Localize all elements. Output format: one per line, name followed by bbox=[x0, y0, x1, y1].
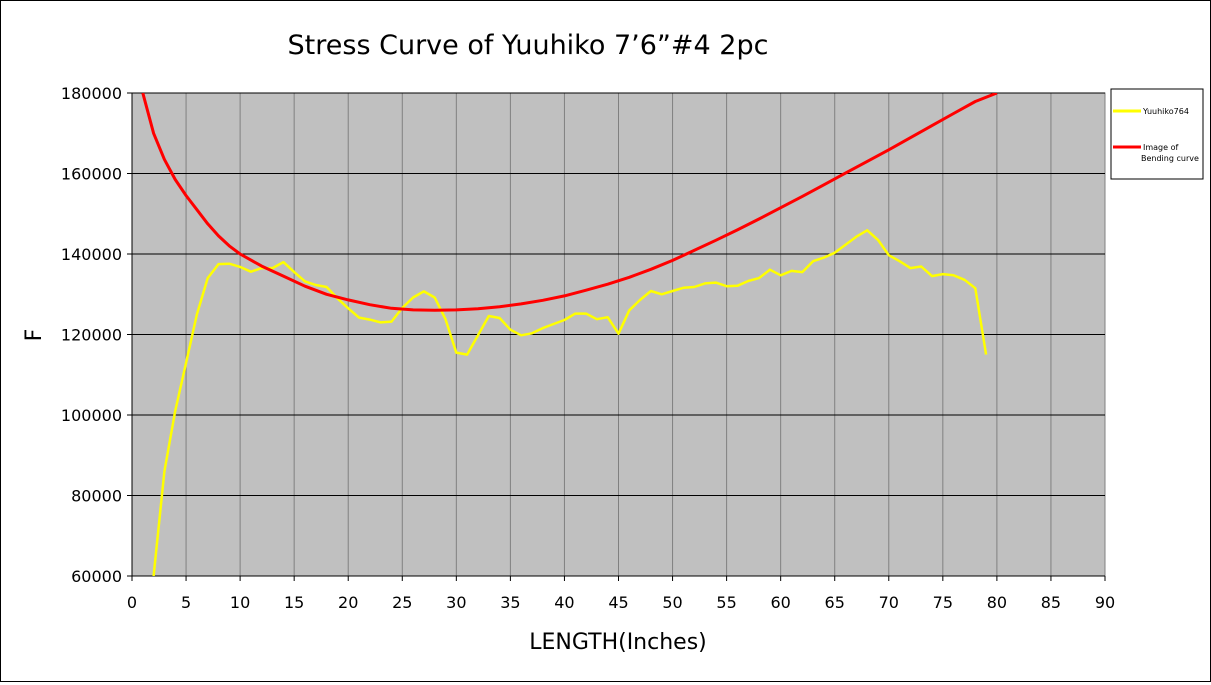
x-tick-label: 55 bbox=[716, 593, 736, 612]
x-tick-label: 40 bbox=[554, 593, 574, 612]
x-tick-label: 50 bbox=[662, 593, 682, 612]
x-axis: 0 5 10 15 20 25 30 35 40 45 50 55 60 65 70 75 80 85 90 bbox=[127, 576, 1115, 612]
x-tick-label: 25 bbox=[392, 593, 412, 612]
x-tick-label: 10 bbox=[230, 593, 250, 612]
x-tick-label: 45 bbox=[608, 593, 628, 612]
x-tick-label: 90 bbox=[1095, 593, 1115, 612]
x-tick-label: 35 bbox=[500, 593, 520, 612]
x-tick-label: 65 bbox=[825, 593, 845, 612]
legend-box bbox=[1110, 88, 1204, 180]
grid-lines bbox=[132, 92, 1106, 576]
x-axis-label: LENGTH(Inches) bbox=[529, 630, 707, 655]
series-layer bbox=[141, 93, 998, 576]
legend-label-yuuhiko764: Yuuhiko764 bbox=[1142, 107, 1189, 116]
legend-label-line: Bending curve bbox=[1141, 154, 1199, 163]
y-tick-label: 180000 bbox=[61, 84, 122, 103]
x-tick-label: 0 bbox=[127, 593, 137, 612]
legend: Yuuhiko764 Image of Bending curve bbox=[1110, 88, 1204, 180]
y-axis: 60000 80000 100000 120000 140000 160000 180000 bbox=[61, 84, 132, 586]
y-tick-label: 80000 bbox=[71, 487, 122, 506]
y-tick-label: 160000 bbox=[61, 165, 122, 184]
x-tick-label: 70 bbox=[879, 593, 899, 612]
legend-label-line: Image of bbox=[1143, 143, 1178, 152]
series-line-0 bbox=[152, 229, 988, 576]
x-tick-label: 80 bbox=[987, 593, 1007, 612]
x-tick-label: 75 bbox=[933, 593, 953, 612]
chart-title: Stress Curve of Yuuhiko 7’6”#4 2pc bbox=[288, 30, 769, 61]
y-tick-label: 100000 bbox=[61, 406, 122, 425]
x-tick-label: 5 bbox=[181, 593, 191, 612]
x-tick-label: 30 bbox=[446, 593, 466, 612]
x-tick-label: 60 bbox=[770, 593, 790, 612]
series-line-1 bbox=[141, 93, 998, 312]
y-axis-label: F bbox=[22, 329, 47, 342]
y-tick-label: 140000 bbox=[61, 245, 122, 264]
x-tick-label: 85 bbox=[1041, 593, 1061, 612]
y-tick-label: 120000 bbox=[61, 326, 122, 345]
y-tick-label: 60000 bbox=[71, 567, 122, 586]
x-tick-label: 15 bbox=[284, 593, 304, 612]
legend-label-bending-curve: Image of Bending curve bbox=[1141, 143, 1199, 163]
x-tick-label: 20 bbox=[338, 593, 358, 612]
